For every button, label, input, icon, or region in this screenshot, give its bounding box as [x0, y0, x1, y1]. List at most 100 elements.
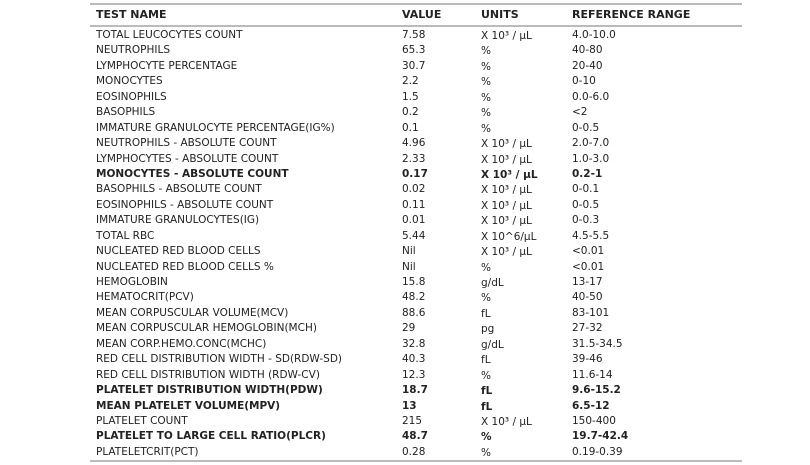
table-row: PLATELETCRIT(PCT) 0.28% 0.19-0.39	[0, 445, 810, 460]
test-value: 13	[402, 399, 417, 412]
test-name: BASOPHILS	[96, 106, 156, 119]
table-header: TEST NAME VALUE UNITS REFERENCE RANGE	[0, 8, 810, 24]
test-name: BASOPHILS - ABSOLUTE COUNT	[96, 183, 262, 196]
reference-range: 9.6-15.2	[572, 384, 621, 397]
test-name: PLATELET DISTRIBUTION WIDTH(PDW)	[96, 384, 323, 397]
reference-range: 13-17	[572, 276, 603, 288]
table-row: MONOCYTES 2.2% 0-10	[0, 74, 810, 89]
table-row: MEAN CORPUSCULAR HEMOGLOBIN(MCH) 29 pg 27-3…	[0, 321, 810, 336]
table-row: MEAN PLATELET VOLUME(MPV) 13 fL 6.5-12	[0, 399, 810, 414]
test-value: 215	[402, 414, 423, 427]
table-row: EOSINOPHILS - ABSOLUTE COUNT 0.11 X 10³ / …	[0, 198, 810, 213]
table-row: EOSINOPHILS 1.5% 0.0-6.0	[0, 90, 810, 105]
test-units: fL	[481, 354, 491, 367]
reference-range: 0-10	[572, 75, 596, 88]
table-row: PLATELET TO LARGE CELL RATIO(PLCR) 48.7% 1…	[0, 429, 810, 444]
test-units: %	[481, 261, 491, 274]
table-row: NEUTROPHILS - ABSOLUTE COUNT 4.96 X 10³ / …	[0, 136, 810, 151]
reference-range: 27-32	[572, 322, 603, 335]
test-units: X 10³ / µL	[481, 138, 532, 151]
reference-range: 1.0-3.0	[572, 152, 610, 165]
test-name: NUCLEATED RED BLOOD CELLS %	[96, 260, 274, 273]
test-name: MEAN CORP.HEMO.CONC(MCHC)	[96, 337, 267, 350]
test-name: EOSINOPHILS - ABSOLUTE COUNT	[96, 198, 274, 211]
test-value: Nil	[402, 260, 416, 273]
table-row: IMMATURE GRANULOCYTES(IG) 0.01 X 10³ / µL 0…	[0, 213, 810, 228]
header-value: VALUE	[402, 8, 442, 21]
test-units: %	[481, 60, 491, 73]
test-units: %	[481, 122, 491, 135]
test-value: 0.02	[402, 183, 426, 196]
test-units: X 10³ / µL	[481, 184, 532, 197]
table-row: HEMOGLOBIN 15.8 g/dL 13-17	[0, 275, 810, 290]
test-name: PLATELET COUNT	[96, 414, 188, 427]
table-row: RED CELL DISTRIBUTION WIDTH - SD(RDW-SD)…	[0, 352, 810, 367]
reference-range: <0.01	[572, 260, 605, 273]
reference-range: <0.01	[572, 245, 605, 258]
test-value: 18.7	[402, 384, 428, 397]
test-name: MONOCYTES	[96, 75, 163, 88]
reference-range: 0.19-0.39	[572, 445, 623, 458]
reference-range: 39-46	[572, 353, 603, 366]
test-units: %	[481, 292, 491, 305]
test-name: MONOCYTES - ABSOLUTE COUNT	[96, 167, 289, 180]
test-value: 0.11	[402, 198, 426, 211]
test-value: 4.96	[402, 137, 426, 150]
test-units: %	[481, 369, 491, 382]
reference-range: <2	[572, 106, 588, 119]
test-units: g/dL	[481, 338, 504, 351]
table-row: TOTAL LEUCOCYTES COUNT 7.58 X 10³ / µL 4.0-…	[0, 28, 810, 43]
table-row: NUCLEATED RED BLOOD CELLS % Nil% <0.01	[0, 260, 810, 275]
test-name: MEAN PLATELET VOLUME(MPV)	[96, 399, 281, 412]
test-units: X 10³ / µL	[481, 153, 532, 166]
test-name: IMMATURE GRANULOCYTES(IG)	[96, 214, 260, 227]
test-units: X 10³ / µL	[481, 168, 538, 181]
test-value: 2.2	[402, 75, 419, 88]
test-value: 0.28	[402, 445, 426, 458]
test-value: 2.33	[402, 152, 426, 165]
header-units: UNITS	[481, 8, 519, 21]
test-name: IMMATURE GRANULOCYTE PERCENTAGE(IG%)	[96, 121, 335, 134]
test-name: RED CELL DISTRIBUTION WIDTH (RDW-CV)	[96, 368, 320, 381]
reference-range: 0.2-1	[572, 167, 603, 180]
bottom-rule	[90, 460, 742, 462]
reference-range: 6.5-12	[572, 399, 610, 412]
test-units: fL	[481, 307, 491, 320]
test-name: HEMATOCRIT(PCV)	[96, 291, 194, 304]
table-row: IMMATURE GRANULOCYTE PERCENTAGE(IG%) 0.1%…	[0, 121, 810, 136]
test-value: 48.2	[402, 291, 426, 304]
test-value: 12.3	[402, 368, 426, 381]
table-row: PLATELET DISTRIBUTION WIDTH(PDW) 18.7 fL 9.…	[0, 383, 810, 398]
test-value: 5.44	[402, 229, 426, 242]
test-units: %	[481, 76, 491, 89]
test-value: 7.58	[402, 29, 426, 41]
reference-range: 150-400	[572, 414, 616, 427]
test-value: 48.7	[402, 430, 428, 443]
table-row: RED CELL DISTRIBUTION WIDTH (RDW-CV) 12.3…	[0, 368, 810, 383]
table-row: MONOCYTES - ABSOLUTE COUNT 0.17 X 10³ / µL…	[0, 167, 810, 182]
test-value: 1.5	[402, 90, 419, 103]
test-units: fL	[481, 400, 493, 413]
table-row: LYMPHOCYTES - ABSOLUTE COUNT 2.33 X 10³ / …	[0, 152, 810, 167]
test-units: X 10³ / µL	[481, 246, 532, 259]
reference-range: 20-40	[572, 59, 603, 72]
test-units: fL	[481, 385, 493, 398]
reference-range: 31.5-34.5	[572, 337, 623, 350]
test-units: pg	[481, 323, 495, 336]
test-units: %	[481, 107, 491, 120]
reference-range: 83-101	[572, 306, 610, 319]
test-units: X 10³ / µL	[481, 415, 532, 428]
test-units: %	[481, 431, 492, 444]
reference-range: 19.7-42.4	[572, 430, 629, 443]
table-row: MEAN CORP.HEMO.CONC(MCHC) 32.8 g/dL 31.5-34…	[0, 337, 810, 352]
test-value: 30.7	[402, 59, 426, 72]
test-value: 0.1	[402, 121, 419, 134]
test-name: RED CELL DISTRIBUTION WIDTH - SD(RDW-SD)	[96, 353, 343, 366]
test-value: 32.8	[402, 337, 426, 350]
table-row: HEMATOCRIT(PCV) 48.2% 40-50	[0, 290, 810, 305]
reference-range: 0-0.5	[572, 198, 600, 211]
reference-range: 11.6-14	[572, 368, 613, 381]
table-row: PLATELET COUNT 215 X 10³ / µL 150-400	[0, 414, 810, 429]
test-units: X 10^6/µL	[481, 230, 537, 243]
reference-range: 40-80	[572, 44, 603, 57]
